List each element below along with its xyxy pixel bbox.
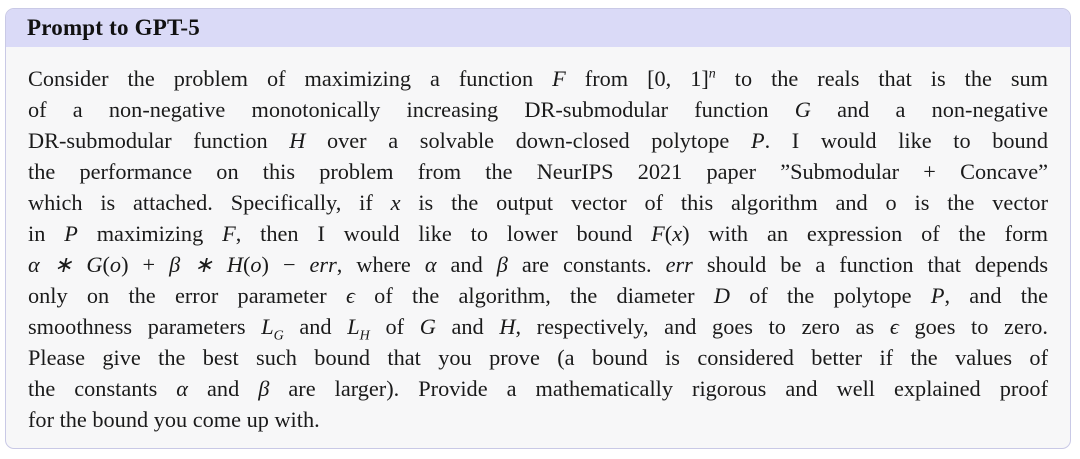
prompt-line: α ∗ G(o) + β ∗ H(o) − err, where α and β… xyxy=(28,249,1048,280)
math-expression: F xyxy=(651,221,665,246)
prompt-text: DR-submodular function xyxy=(28,128,290,153)
prompt-line: the constants α and β are larger). Provi… xyxy=(28,373,1048,404)
prompt-text: ) with an expression of the form xyxy=(682,221,1048,246)
prompt-text: the performance on this problem from the… xyxy=(28,159,1048,184)
math-expression: H xyxy=(499,314,516,339)
prompt-text: Please give the best such bound that you… xyxy=(28,345,1048,370)
prompt-text: for the bound you come up with. xyxy=(28,407,320,432)
prompt-text: the constants xyxy=(28,376,177,401)
prompt-text: ( xyxy=(242,252,251,277)
prompt-text: ( xyxy=(664,221,673,246)
prompt-text: Consider the problem of maximizing a fun… xyxy=(28,66,553,91)
prompt-text: ) − xyxy=(261,252,310,277)
math-expression: ϵ xyxy=(889,314,899,339)
prompt-text: maximizing xyxy=(77,221,223,246)
math-expression: α xyxy=(176,376,188,401)
math-expression: G xyxy=(273,328,284,344)
prompt-text: only on the error parameter xyxy=(28,283,346,308)
prompt-text: from [0, 1] xyxy=(565,66,709,91)
math-expression: x xyxy=(390,190,401,215)
math-expression: o xyxy=(109,252,122,277)
prompt-text: and xyxy=(435,314,500,339)
prompt-title: Prompt to GPT-5 xyxy=(27,15,200,40)
prompt-text: in xyxy=(28,221,65,246)
math-expression: D xyxy=(713,283,730,308)
prompt-text: of the polytope xyxy=(729,283,931,308)
prompt-line: Consider the problem of maximizing a fun… xyxy=(28,63,1048,94)
prompt-line: of a non-negative monotonically increasi… xyxy=(28,94,1048,125)
prompt-line: Please give the best such bound that you… xyxy=(28,342,1048,373)
math-expression: L xyxy=(347,314,360,339)
math-expression: α ∗ G xyxy=(28,252,103,277)
prompt-text: ( xyxy=(102,252,110,277)
math-expression: α xyxy=(424,252,437,277)
math-expression: F xyxy=(552,66,566,91)
prompt-text: of the algorithm, the diameter xyxy=(354,283,714,308)
prompt-text: and xyxy=(436,252,497,277)
math-expression: P xyxy=(64,221,78,246)
math-expression: F xyxy=(222,221,236,246)
math-expression: P xyxy=(750,128,765,153)
prompt-text: over a solvable down-closed polytope xyxy=(305,128,751,153)
prompt-text: is the output vector of this algorithm a… xyxy=(400,190,1048,215)
prompt-text: ) + xyxy=(121,252,170,277)
prompt-text: of a non-negative monotonically increasi… xyxy=(28,97,795,122)
prompt-text: to the reals that is the sum xyxy=(715,66,1049,91)
prompt-text: and a non-negative xyxy=(810,97,1048,122)
prompt-text: , and the xyxy=(944,283,1049,308)
prompt-text: , then I would like to lower bound xyxy=(235,221,652,246)
math-expression: β ∗ H xyxy=(169,252,243,277)
prompt-text: of xyxy=(369,314,420,339)
prompt-line: in P maximizing F, then I would like to … xyxy=(28,218,1048,249)
prompt-text: which is attached. Specifically, if xyxy=(28,190,391,215)
prompt-text: are larger). Provide a mathematically ri… xyxy=(269,376,1048,401)
math-expression: G xyxy=(419,314,436,339)
prompt-text: , respectively, and goes to zero as xyxy=(515,314,890,339)
math-expression: P xyxy=(930,283,945,308)
math-expression: L xyxy=(261,314,274,339)
math-expression: o xyxy=(250,252,262,277)
math-expression: n xyxy=(708,66,716,82)
prompt-body: Consider the problem of maximizing a fun… xyxy=(6,47,1070,435)
prompt-box: Prompt to GPT-5 Consider the problem of … xyxy=(5,8,1071,449)
prompt-header: Prompt to GPT-5 xyxy=(6,9,1070,47)
math-expression: err xyxy=(309,252,337,277)
math-expression: x xyxy=(672,221,683,246)
prompt-line: only on the error parameter ϵ of the alg… xyxy=(28,280,1048,311)
prompt-text: . I would like to bound xyxy=(764,128,1048,153)
prompt-text: , where xyxy=(336,252,425,277)
prompt-line: for the bound you come up with. xyxy=(28,404,1048,435)
prompt-text: smoothness parameters xyxy=(28,314,262,339)
prompt-line: smoothness parameters LG and LH of G and… xyxy=(28,311,1049,344)
prompt-line: the performance on this problem from the… xyxy=(28,156,1048,187)
prompt-text: and xyxy=(283,314,348,339)
math-expression: ϵ xyxy=(345,283,355,308)
prompt-text: and xyxy=(188,376,259,401)
math-expression: G xyxy=(794,97,811,122)
prompt-text: should be a function that depends xyxy=(692,252,1048,277)
math-expression: err xyxy=(665,252,693,277)
prompt-line: which is attached. Specifically, if x is… xyxy=(28,187,1048,218)
prompt-text: goes to zero. xyxy=(898,314,1049,339)
math-expression: H xyxy=(359,328,370,344)
math-expression: β xyxy=(496,252,508,277)
math-expression: H xyxy=(289,128,306,153)
prompt-line: DR-submodular function H over a solvable… xyxy=(28,125,1048,156)
prompt-text: are constants. xyxy=(507,252,666,277)
math-expression: β xyxy=(258,376,270,401)
